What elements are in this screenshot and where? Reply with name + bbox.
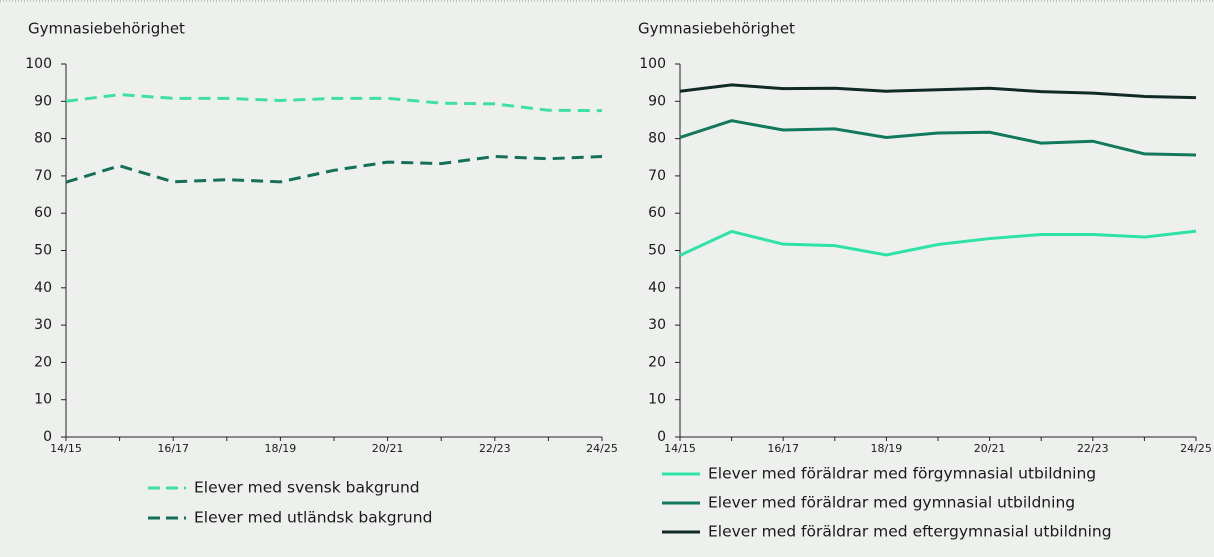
x-tick-label: 14/15 xyxy=(664,442,696,455)
data-line xyxy=(65,154,603,184)
x-tick-label: 18/19 xyxy=(871,442,903,455)
y-tick-label: 20 xyxy=(34,354,52,370)
y-tick-label: 20 xyxy=(648,354,666,370)
y-tick-label: 30 xyxy=(34,317,52,333)
legend-label: Elever med föräldrar med gymnasial utbil… xyxy=(708,494,1075,512)
y-tick-label: 90 xyxy=(34,93,52,109)
data-line xyxy=(679,83,1197,100)
data-line xyxy=(65,93,603,113)
x-tick-label: 14/15 xyxy=(50,442,82,455)
y-tick-label: 60 xyxy=(34,205,52,221)
y-tick-label: 70 xyxy=(34,168,52,184)
x-tick-label: 16/17 xyxy=(767,442,799,455)
legend-label: Elever med föräldrar med förgymnasial ut… xyxy=(708,465,1096,483)
x-tick-label: 24/25 xyxy=(586,442,618,455)
data-line xyxy=(679,229,1197,257)
x-tick-label: 16/17 xyxy=(157,442,189,455)
legend-label: Elever med svensk bakgrund xyxy=(194,479,420,497)
y-tick-label: 50 xyxy=(648,243,666,259)
y-tick-label: 80 xyxy=(648,131,666,147)
y-tick-label: 90 xyxy=(648,93,666,109)
y-tick-label: 50 xyxy=(34,243,52,259)
y-tick-label: 30 xyxy=(648,317,666,333)
x-tick-label: 20/21 xyxy=(372,442,404,455)
x-tick-label: 18/19 xyxy=(265,442,297,455)
chart-title: Gymnasiebehörighet xyxy=(28,20,185,38)
chart-title: Gymnasiebehörighet xyxy=(638,20,795,38)
x-tick-label: 24/25 xyxy=(1180,442,1212,455)
data-line xyxy=(679,119,1197,157)
x-tick-label: 20/21 xyxy=(974,442,1006,455)
legend-label: Elever med föräldrar med eftergymnasial … xyxy=(708,523,1112,541)
x-tick-label: 22/23 xyxy=(1077,442,1109,455)
y-tick-label: 60 xyxy=(648,205,666,221)
y-tick-label: 0 xyxy=(657,429,666,445)
x-tick-label: 22/23 xyxy=(479,442,511,455)
y-tick-label: 70 xyxy=(648,168,666,184)
y-tick-label: 40 xyxy=(34,280,52,296)
y-tick-label: 80 xyxy=(34,131,52,147)
y-tick-label: 10 xyxy=(34,392,52,408)
y-tick-label: 100 xyxy=(25,56,52,72)
legend-label: Elever med utländsk bakgrund xyxy=(194,509,432,527)
y-tick-label: 10 xyxy=(648,392,666,408)
y-tick-label: 0 xyxy=(43,429,52,445)
y-tick-label: 100 xyxy=(639,56,666,72)
y-tick-label: 40 xyxy=(648,280,666,296)
